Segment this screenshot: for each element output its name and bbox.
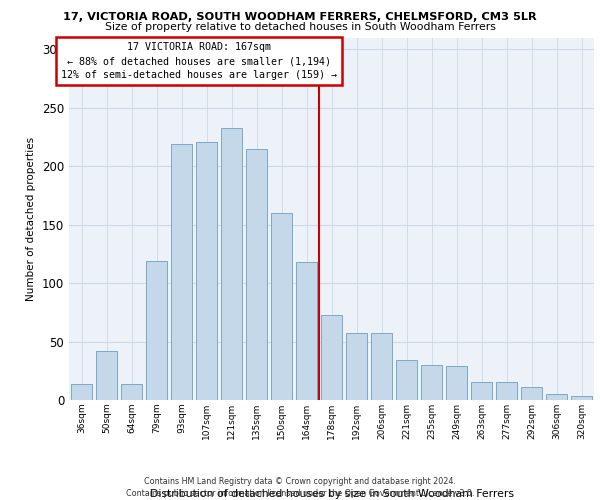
X-axis label: Distribution of detached houses by size in South Woodham Ferrers: Distribution of detached houses by size …	[149, 489, 514, 499]
Bar	[396, 360, 417, 400]
Bar	[146, 261, 167, 400]
Bar	[446, 366, 467, 400]
Bar	[121, 384, 142, 400]
Bar	[196, 142, 217, 400]
Text: 17, VICTORIA ROAD, SOUTH WOODHAM FERRERS, CHELMSFORD, CM3 5LR: 17, VICTORIA ROAD, SOUTH WOODHAM FERRERS…	[63, 12, 537, 22]
Bar	[296, 262, 317, 400]
Bar	[496, 382, 517, 400]
Bar	[96, 351, 117, 400]
Bar	[421, 365, 442, 400]
Bar	[546, 394, 567, 400]
Bar	[471, 382, 492, 400]
Bar	[571, 396, 592, 400]
Bar	[221, 128, 242, 400]
Bar	[346, 334, 367, 400]
Text: Size of property relative to detached houses in South Woodham Ferrers: Size of property relative to detached ho…	[104, 22, 496, 32]
Y-axis label: Number of detached properties: Number of detached properties	[26, 136, 37, 301]
Bar	[71, 384, 92, 400]
Bar	[321, 314, 342, 400]
Text: 17 VICTORIA ROAD: 167sqm
← 88% of detached houses are smaller (1,194)
12% of sem: 17 VICTORIA ROAD: 167sqm ← 88% of detach…	[61, 42, 337, 80]
Bar	[521, 387, 542, 400]
Bar	[246, 148, 267, 400]
Text: Contains HM Land Registry data © Crown copyright and database right 2024.
Contai: Contains HM Land Registry data © Crown c…	[126, 476, 474, 498]
Bar	[171, 144, 192, 400]
Bar	[371, 334, 392, 400]
Bar	[271, 213, 292, 400]
